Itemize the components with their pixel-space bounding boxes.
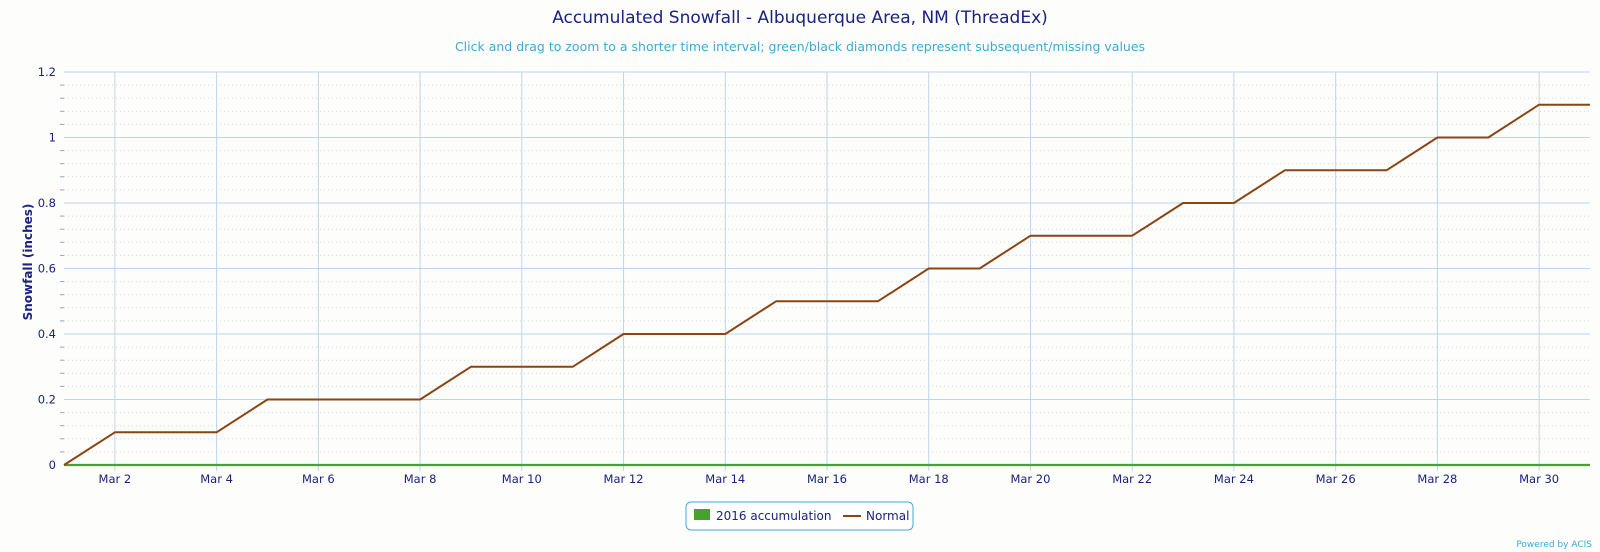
legend-box (685, 501, 914, 531)
y-tick-label: 0.2 (38, 393, 56, 407)
legend[interactable]: 2016 accumulation Normal (685, 501, 914, 531)
series-normal-line (63, 103, 1590, 466)
x-tick-label: Mar 22 (1112, 472, 1152, 486)
legend-item-2016[interactable]: 2016 accumulation (694, 509, 831, 523)
x-tick-label: Mar 30 (1519, 472, 1559, 486)
grid (64, 71, 1590, 465)
x-tick-label: Mar 6 (302, 472, 335, 486)
x-tick-label: Mar 4 (200, 472, 233, 486)
chart-title: Accumulated Snowfall - Albuquerque Area,… (552, 8, 1048, 28)
x-tick-label: Mar 18 (909, 472, 949, 486)
x-tick-label: Mar 10 (502, 472, 542, 486)
x-tick-label: Mar 26 (1316, 472, 1356, 486)
x-tick-label: Mar 28 (1417, 472, 1457, 486)
axes: 0 0.2 0.4 0.6 0.8 1 1.2 Mar 2 Mar 4 Mar 6 Mar 8 Mar… (38, 65, 1559, 486)
x-tick-label: Mar 20 (1010, 472, 1050, 486)
legend-swatch-2016 (694, 509, 710, 520)
x-tick-label: Mar 12 (604, 472, 644, 486)
y-tick-label: 1 (49, 131, 56, 145)
legend-label-2016: 2016 accumulation (716, 509, 831, 523)
y-tick-label: 0.4 (38, 327, 56, 341)
y-axis-label: Snowfall (inches) (21, 204, 35, 321)
y-tick-label: 0.6 (38, 262, 56, 276)
x-tick-label: Mar 24 (1214, 472, 1254, 486)
legend-label-normal: Normal (866, 509, 909, 523)
chart-subtitle: Click and drag to zoom to a shorter time… (455, 39, 1145, 54)
x-tick-label: Mar 8 (404, 472, 437, 486)
x-tick-label: Mar 14 (705, 472, 745, 486)
series-layer (63, 103, 1590, 467)
y-tick-label: 0 (49, 458, 56, 472)
x-tick-label: Mar 2 (99, 472, 132, 486)
x-tick-label: Mar 16 (807, 472, 847, 486)
legend-item-normal[interactable]: Normal (843, 509, 909, 523)
y-tick-label: 1.2 (38, 65, 56, 79)
acis-credit-link[interactable]: Powered by ACIS (1516, 540, 1592, 550)
y-tick-label: 0.8 (38, 196, 56, 210)
